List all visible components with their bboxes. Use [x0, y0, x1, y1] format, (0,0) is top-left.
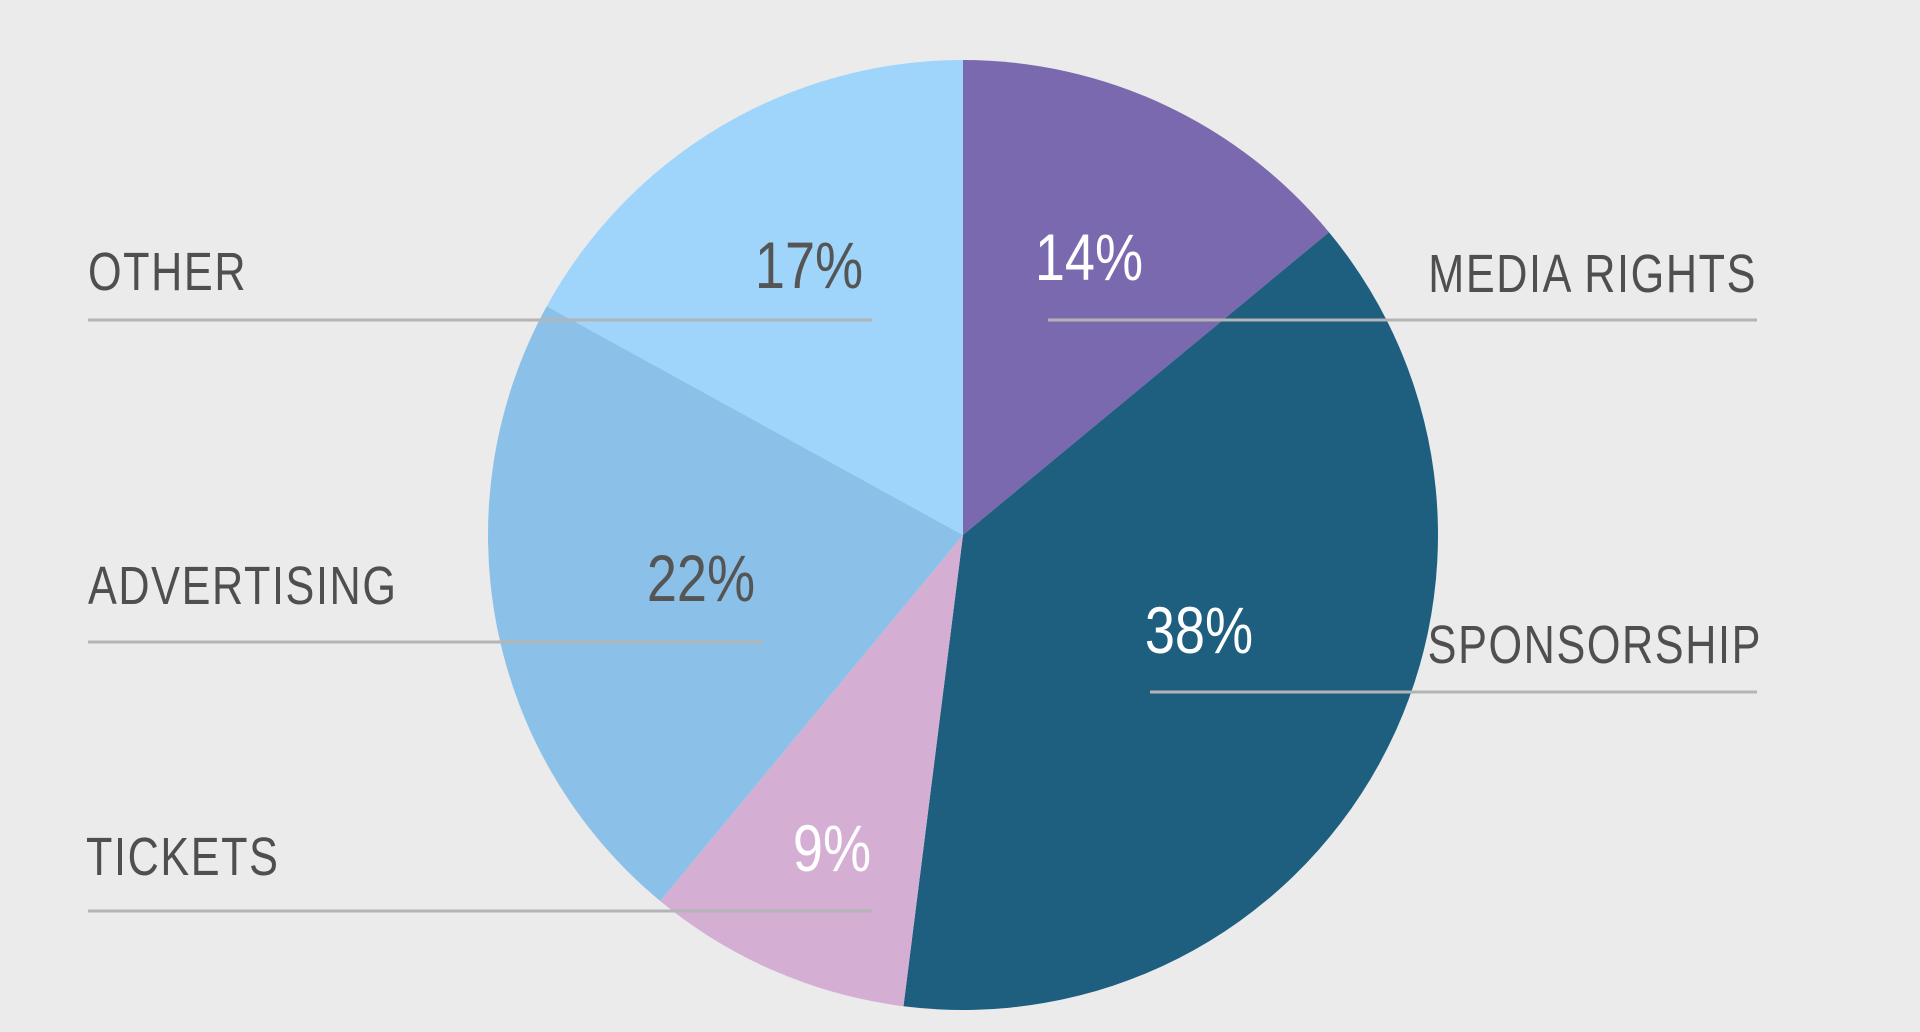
category-label-other: OTHER: [88, 243, 247, 303]
pie-slice-advertising: [487, 306, 963, 901]
value-label-advertising: 22%: [647, 541, 755, 615]
value-label-other: 17%: [755, 228, 863, 302]
category-label-tickets: TICKETS: [86, 828, 280, 888]
leader-lines: [88, 318, 1757, 913]
category-label-advertising: ADVERTISING: [88, 557, 398, 617]
value-label-tickets: 9%: [793, 811, 871, 885]
category-label-media-rights: MEDIA RIGHTS: [1428, 245, 1757, 305]
pie-labels: MEDIA RIGHTS 14% SPONSORSHIP 38% TICKETS 9% AD…: [86, 220, 1762, 888]
pie-slices: [487, 59, 1438, 1010]
pie-slice-media-rights: [963, 60, 1329, 535]
pie-slice-tickets: [660, 535, 963, 1007]
value-label-media-rights: 14%: [1035, 220, 1143, 294]
category-label-sponsorship: SPONSORSHIP: [1428, 616, 1762, 676]
value-label-sponsorship: 38%: [1145, 593, 1253, 667]
pie-slice-sponsorship: [903, 232, 1438, 1010]
pie-slice-other: [546, 59, 963, 535]
